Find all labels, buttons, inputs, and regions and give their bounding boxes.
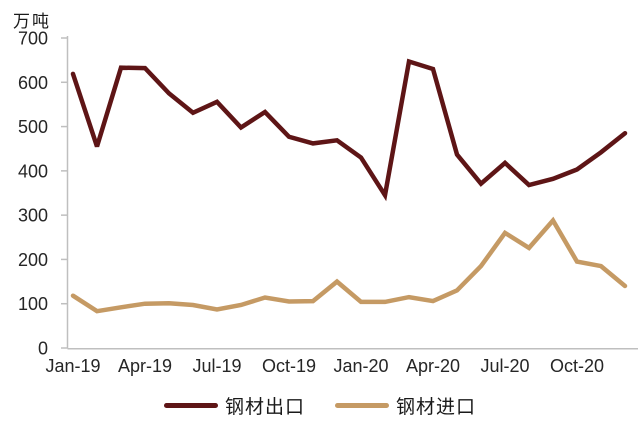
y-tick-label: 200	[18, 250, 48, 270]
y-tick-label: 500	[18, 117, 48, 137]
exports-line-swatch	[163, 402, 218, 408]
x-tick-label: Apr-19	[118, 356, 172, 376]
y-tick-label: 100	[18, 294, 48, 314]
x-tick-label: Jul-19	[192, 356, 241, 376]
series-line-imports	[70, 216, 628, 314]
x-tick-label: Jan-20	[333, 356, 388, 376]
x-tick-label: Oct-20	[550, 356, 604, 376]
y-tick-label: 700	[18, 29, 48, 49]
y-tick-label: 300	[18, 206, 48, 226]
y-axis-unit-label: 万吨	[13, 12, 51, 31]
x-tick-label: Oct-19	[262, 356, 316, 376]
x-tick-label: Apr-20	[406, 356, 460, 376]
legend-label-imports: 钢材进口	[396, 396, 477, 418]
legend-item-exports: 钢材出口	[163, 392, 305, 419]
legend: 钢材出口 钢材进口	[0, 391, 640, 419]
y-tick-label: 400	[18, 161, 48, 181]
legend-item-imports: 钢材进口	[335, 392, 476, 419]
legend-label-exports: 钢材出口	[224, 396, 305, 418]
x-tick-label: Jan-19	[45, 356, 100, 376]
y-tick-label: 0	[38, 339, 48, 359]
y-tick-label: 600	[18, 73, 48, 93]
x-tick-label: Jul-20	[480, 356, 529, 376]
imports-line-swatch	[335, 402, 389, 408]
series-line-exports	[70, 58, 628, 202]
